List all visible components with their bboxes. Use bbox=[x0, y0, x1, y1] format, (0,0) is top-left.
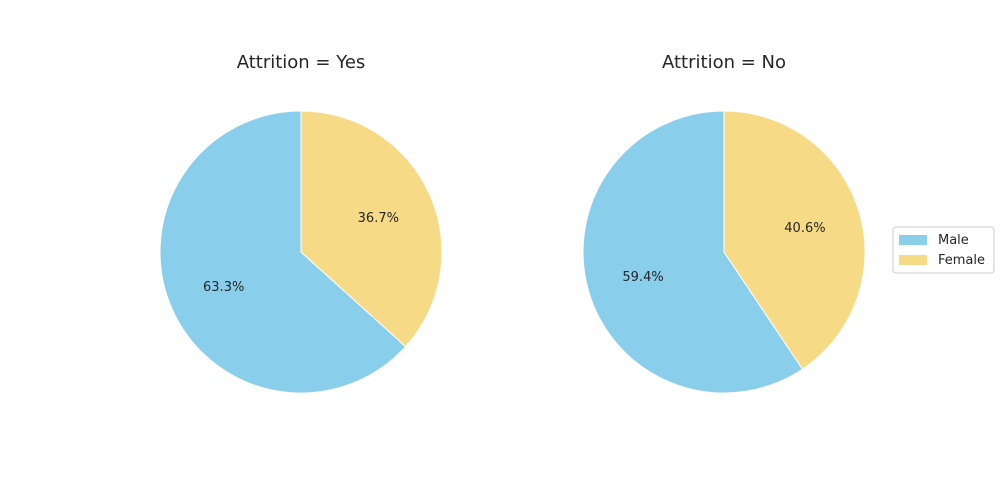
pie-chart-attrition-yes: Attrition = Yes 63.3% 36.7% bbox=[159, 52, 443, 394]
legend-label-male: Male bbox=[938, 233, 969, 248]
pie-chart-attrition-no: Attrition = No 59.4% 40.6% bbox=[582, 52, 866, 394]
legend: Male Female bbox=[892, 226, 995, 274]
pie-slice-male bbox=[582, 110, 804, 394]
pie-slices bbox=[582, 110, 866, 394]
legend-swatch-male bbox=[899, 235, 927, 245]
pie-label-male: 63.3% bbox=[203, 280, 244, 295]
pie-slice-female bbox=[723, 110, 866, 370]
pie-slice-male bbox=[159, 110, 407, 394]
chart-title: Attrition = No bbox=[662, 52, 786, 73]
legend-label-female: Female bbox=[938, 253, 985, 268]
pie-label-male: 59.4% bbox=[622, 270, 663, 285]
chart-title: Attrition = Yes bbox=[237, 52, 366, 73]
pie-label-female: 36.7% bbox=[358, 211, 399, 226]
pie-labels: 63.3% 36.7% bbox=[203, 211, 399, 295]
pie-labels: 59.4% 40.6% bbox=[622, 221, 825, 285]
legend-swatch-female bbox=[899, 255, 927, 265]
pie-label-female: 40.6% bbox=[784, 221, 825, 236]
pie-slices bbox=[159, 110, 443, 394]
pie-slice-female bbox=[300, 110, 443, 348]
